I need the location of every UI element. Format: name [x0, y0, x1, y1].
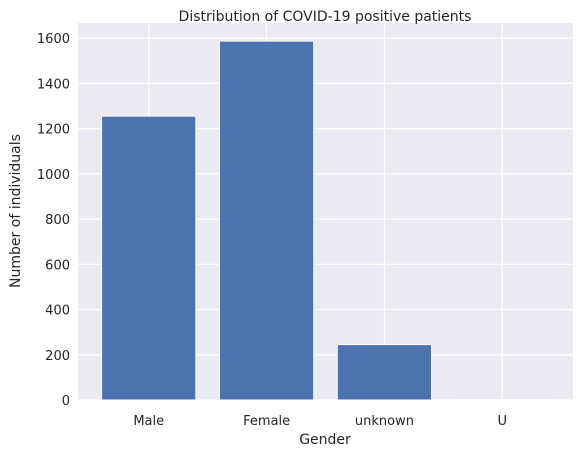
y-tick-label: 1400 — [37, 77, 70, 92]
y-tick-label: 1000 — [37, 168, 70, 183]
y-tick-label: 1200 — [37, 123, 70, 138]
y-axis-label: Number of individuals — [8, 134, 24, 288]
y-tick-label: 0 — [62, 394, 70, 409]
bars — [101, 40, 550, 401]
x-axis-ticks: Male Female unknown U — [133, 414, 507, 429]
bar-male — [101, 115, 197, 401]
x-axis-label: Gender — [299, 432, 351, 448]
x-tick-label: U — [498, 414, 508, 429]
y-tick-label: 600 — [45, 258, 70, 273]
bar-unknown — [336, 344, 433, 401]
x-tick-label: unknown — [355, 414, 414, 429]
y-axis-ticks: 0 200 400 600 800 1000 1200 1400 1600 — [37, 32, 70, 409]
y-tick-label: 800 — [45, 213, 70, 228]
y-tick-label: 200 — [45, 349, 70, 364]
bar-female — [218, 40, 315, 401]
chart-title: Distribution of COVID-19 positive patien… — [179, 9, 472, 25]
y-tick-label: 400 — [45, 304, 70, 319]
x-tick-label: Male — [133, 414, 164, 429]
x-tick-label: Female — [243, 414, 290, 429]
y-tick-label: 1600 — [37, 32, 70, 47]
